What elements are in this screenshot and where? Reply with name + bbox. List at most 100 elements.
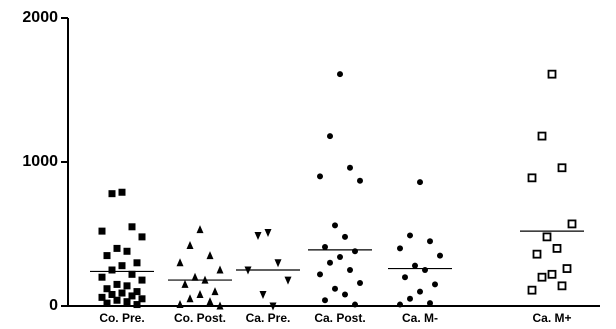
point [322, 297, 328, 304]
point [123, 247, 131, 255]
point [113, 280, 121, 288]
point [322, 243, 328, 250]
point [123, 282, 131, 290]
point [123, 298, 131, 306]
point [527, 285, 537, 295]
point [103, 285, 111, 293]
point [317, 271, 323, 278]
point [547, 69, 557, 79]
point [113, 244, 121, 252]
point [397, 301, 403, 308]
point [537, 272, 547, 282]
point [133, 288, 141, 296]
point [196, 289, 204, 298]
point [206, 251, 214, 260]
point [103, 252, 111, 260]
point [557, 163, 567, 173]
point [98, 273, 106, 281]
point [108, 266, 116, 274]
point [547, 269, 557, 279]
point [532, 249, 542, 259]
point [216, 265, 224, 274]
point [427, 238, 433, 245]
point [437, 252, 443, 259]
point [347, 267, 353, 273]
point [206, 297, 214, 306]
point [327, 259, 333, 266]
point [211, 287, 219, 296]
point [557, 281, 567, 291]
point [527, 173, 537, 183]
point [317, 173, 323, 180]
point [422, 267, 428, 273]
point [191, 272, 199, 281]
point [138, 233, 146, 241]
point [417, 179, 423, 186]
y-tick-label: 2000 [22, 9, 58, 26]
point [259, 290, 267, 299]
point [342, 291, 348, 298]
point [118, 188, 126, 196]
point [327, 133, 333, 140]
point [284, 276, 292, 285]
point [108, 290, 116, 298]
point [352, 248, 358, 255]
point [552, 243, 562, 253]
point [407, 295, 413, 302]
point [186, 241, 194, 250]
point [269, 302, 277, 311]
point [357, 177, 363, 184]
point [264, 229, 272, 238]
point [113, 296, 121, 304]
point [138, 276, 146, 284]
point [432, 281, 438, 288]
point [98, 227, 106, 235]
point [274, 259, 282, 268]
point [342, 233, 348, 240]
point [427, 300, 433, 307]
point [332, 222, 338, 229]
point [567, 219, 577, 229]
x-tick-label: Ca. M- [402, 311, 438, 325]
point [537, 131, 547, 141]
x-tick-label: Co. Pre. [99, 311, 144, 325]
y-tick-label: 1000 [22, 153, 58, 170]
point [118, 289, 126, 297]
point [337, 254, 343, 261]
point [128, 292, 136, 300]
point [402, 274, 408, 281]
point [562, 264, 572, 273]
point [181, 279, 189, 288]
point [98, 293, 106, 301]
point [417, 288, 423, 295]
point [352, 301, 358, 308]
point [254, 231, 262, 240]
point [133, 259, 141, 267]
y-tick-label: 0 [49, 297, 58, 314]
point [108, 190, 116, 198]
point [542, 232, 552, 242]
point [133, 301, 141, 309]
point [103, 299, 111, 307]
x-tick-label: Ca. Post. [314, 311, 365, 325]
point [128, 270, 136, 278]
point [176, 258, 184, 267]
x-tick-label: Ca. M+ [532, 311, 571, 325]
point [186, 294, 194, 303]
point [118, 262, 126, 270]
point [332, 285, 338, 292]
x-tick-label: Co. Post. [174, 311, 226, 325]
point [347, 164, 353, 171]
x-tick-label: Ca. Pre. [246, 311, 291, 325]
point [397, 245, 403, 252]
point [357, 279, 363, 286]
point [337, 71, 343, 78]
point [196, 225, 204, 234]
point [176, 300, 184, 309]
point [216, 301, 224, 310]
point [412, 262, 418, 269]
point [407, 232, 413, 239]
point [138, 295, 146, 303]
point [128, 223, 136, 231]
